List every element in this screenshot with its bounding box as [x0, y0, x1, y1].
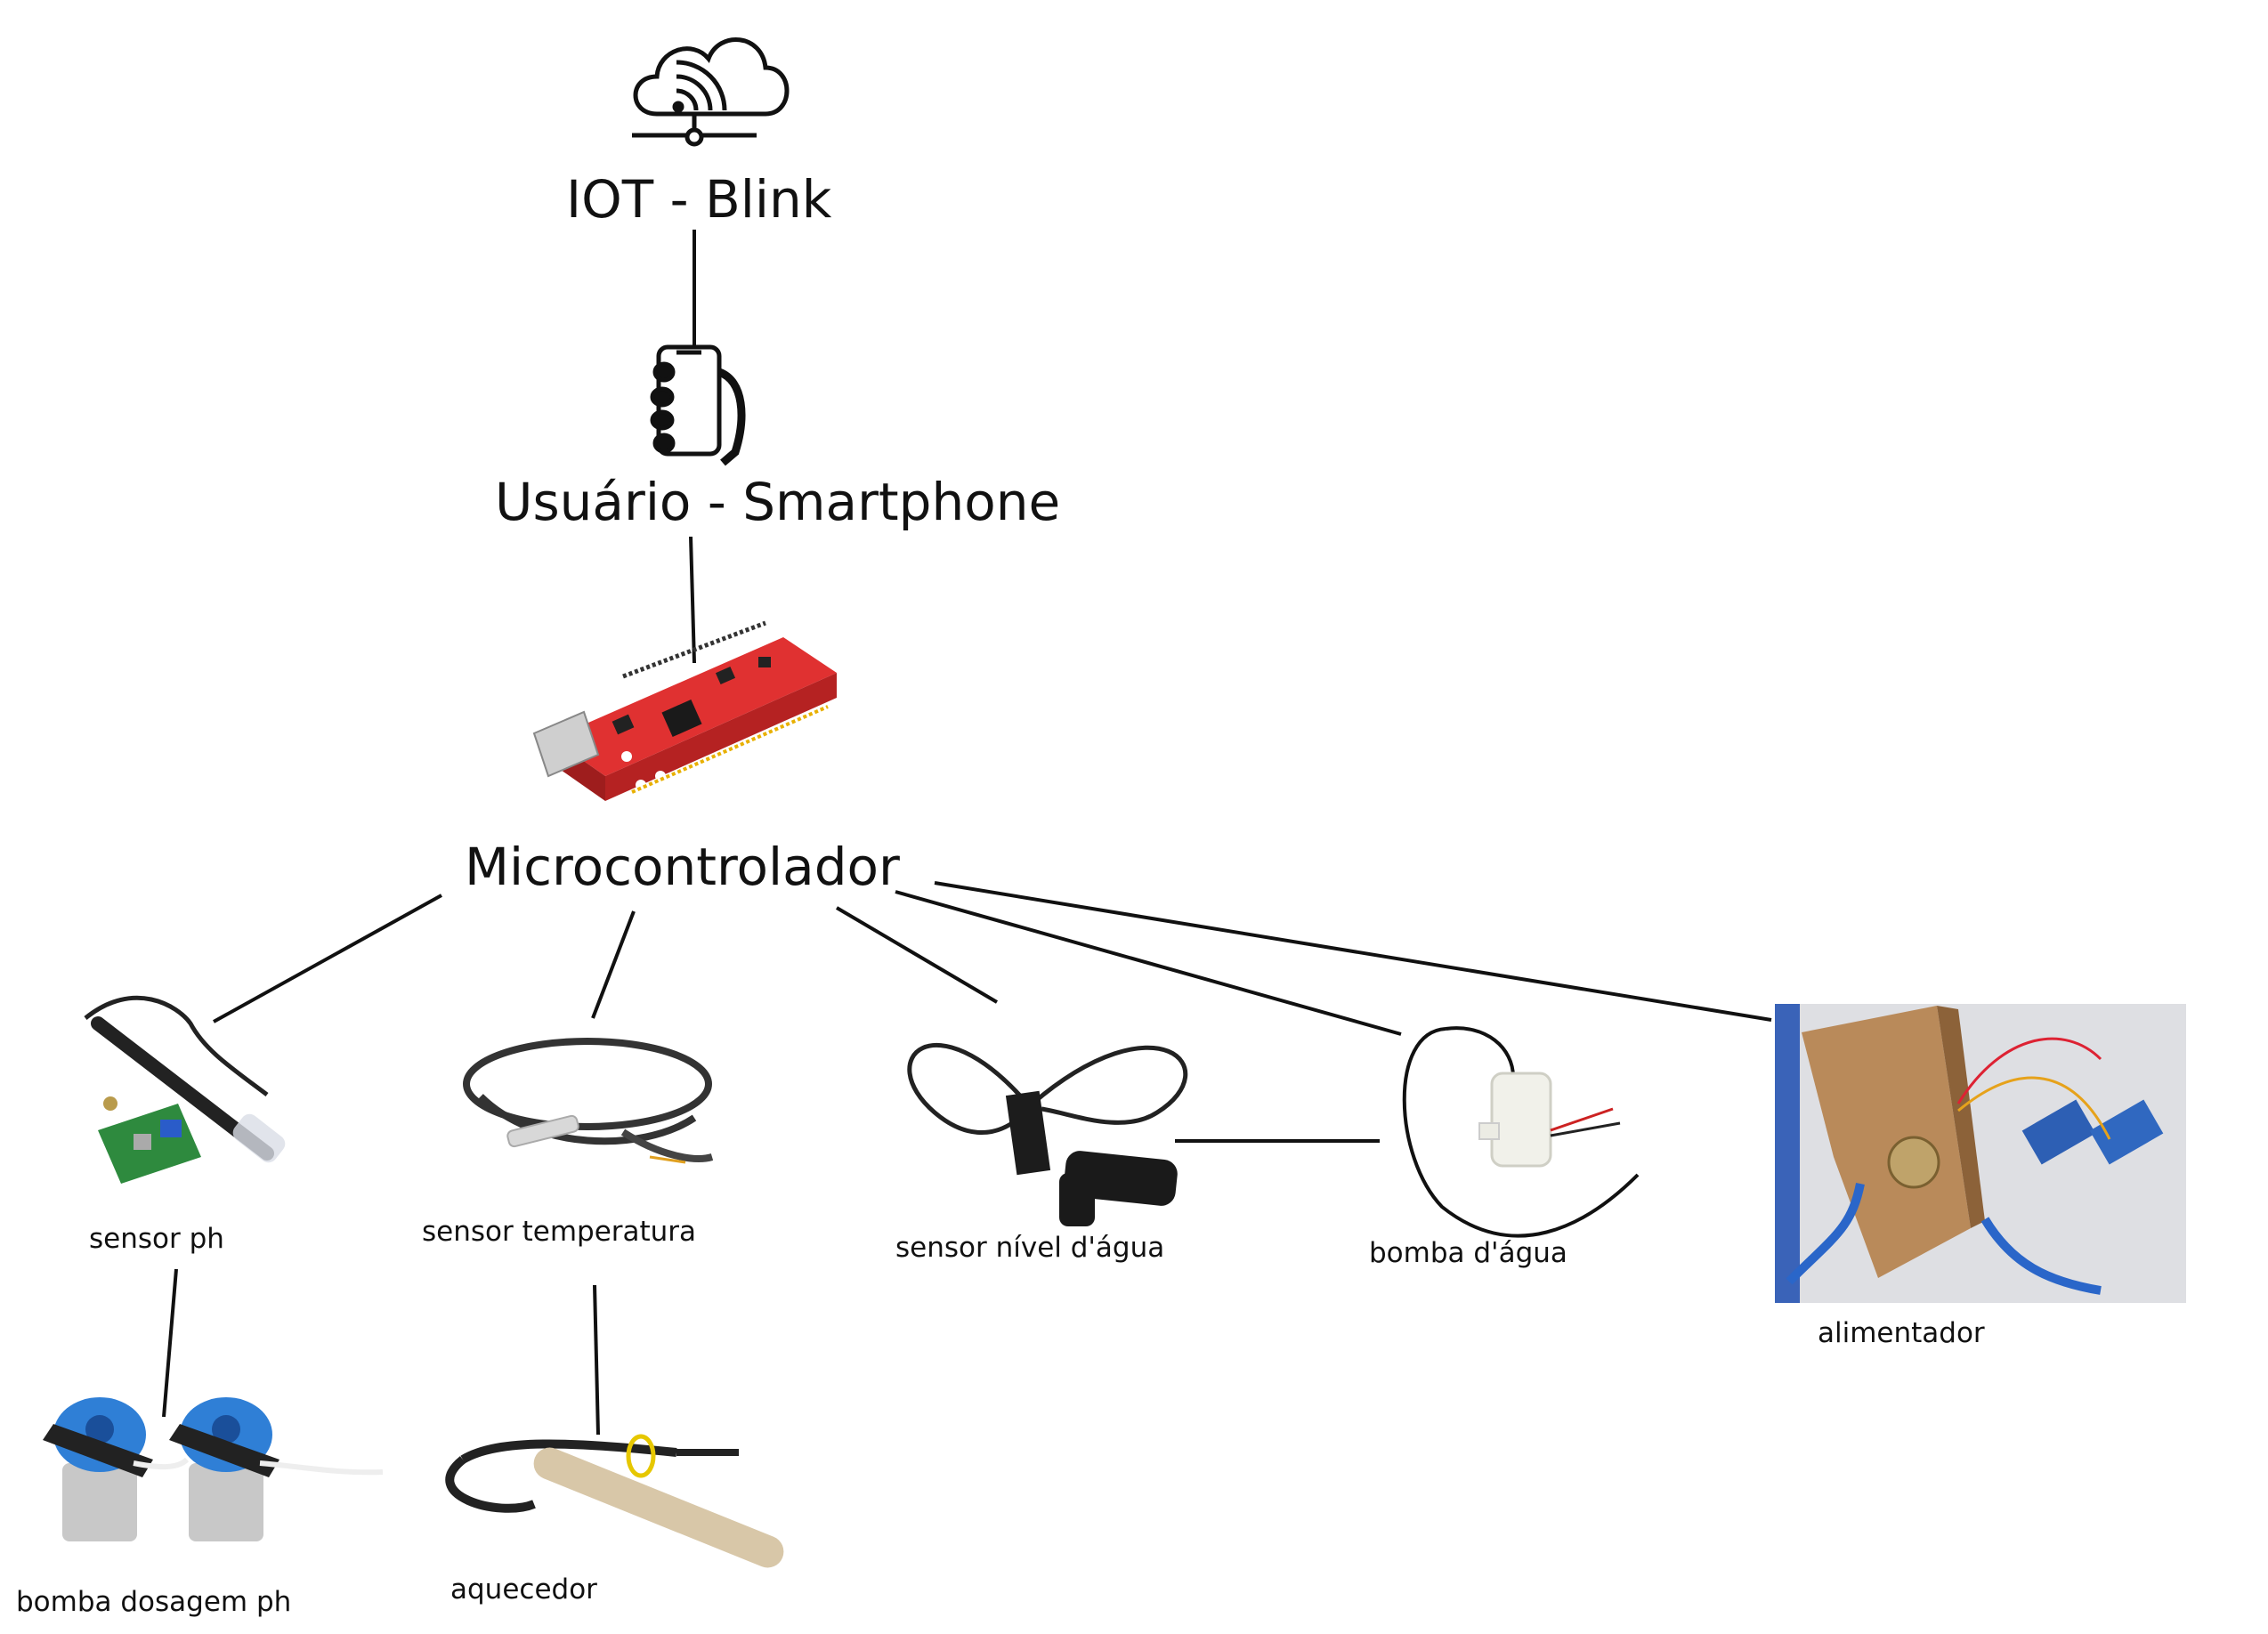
line-temp-heater [593, 1284, 600, 1436]
water-pump-image [1402, 1026, 1640, 1238]
dosing-pump-label: bomba dosagem ph [16, 1586, 292, 1618]
cloud-wifi-icon [632, 37, 790, 147]
feeder-label: alimentador [1818, 1317, 1985, 1349]
sensor-temperature-image [463, 1038, 714, 1164]
sensor-ph-label: sensor ph [89, 1223, 224, 1255]
sensor-temperature-label: sensor temperatura [422, 1216, 697, 1248]
heater-image [445, 1434, 784, 1568]
microcontroller-board-image [532, 620, 837, 801]
feeder-photo [1775, 1004, 2186, 1303]
connector-lines [162, 230, 1772, 1436]
line-micro-ph [213, 894, 442, 1023]
line-ph-dosing [162, 1268, 178, 1418]
sensor-water-level-label: sensor nível d'água [895, 1232, 1165, 1264]
sensor-ph-image [84, 995, 286, 1184]
heater-label: aquecedor [450, 1573, 597, 1606]
line-micro-temp [591, 910, 636, 1019]
sensor-water-level-image [907, 1043, 1188, 1226]
line-micro-level [835, 906, 999, 1004]
line-user-micro [689, 536, 696, 664]
smartphone-hand-icon [650, 344, 746, 466]
dosing-pump-image [43, 1397, 384, 1541]
user-smartphone-label: Usuário - Smartphone [495, 472, 1061, 532]
line-micro-pump [895, 890, 1402, 1036]
water-pump-label: bomba d'água [1369, 1237, 1567, 1269]
line-micro-feeder [934, 881, 1772, 1022]
microcontroller-label: Microcontrolador [465, 837, 900, 897]
iot-label: IOT - Blink [566, 169, 832, 230]
